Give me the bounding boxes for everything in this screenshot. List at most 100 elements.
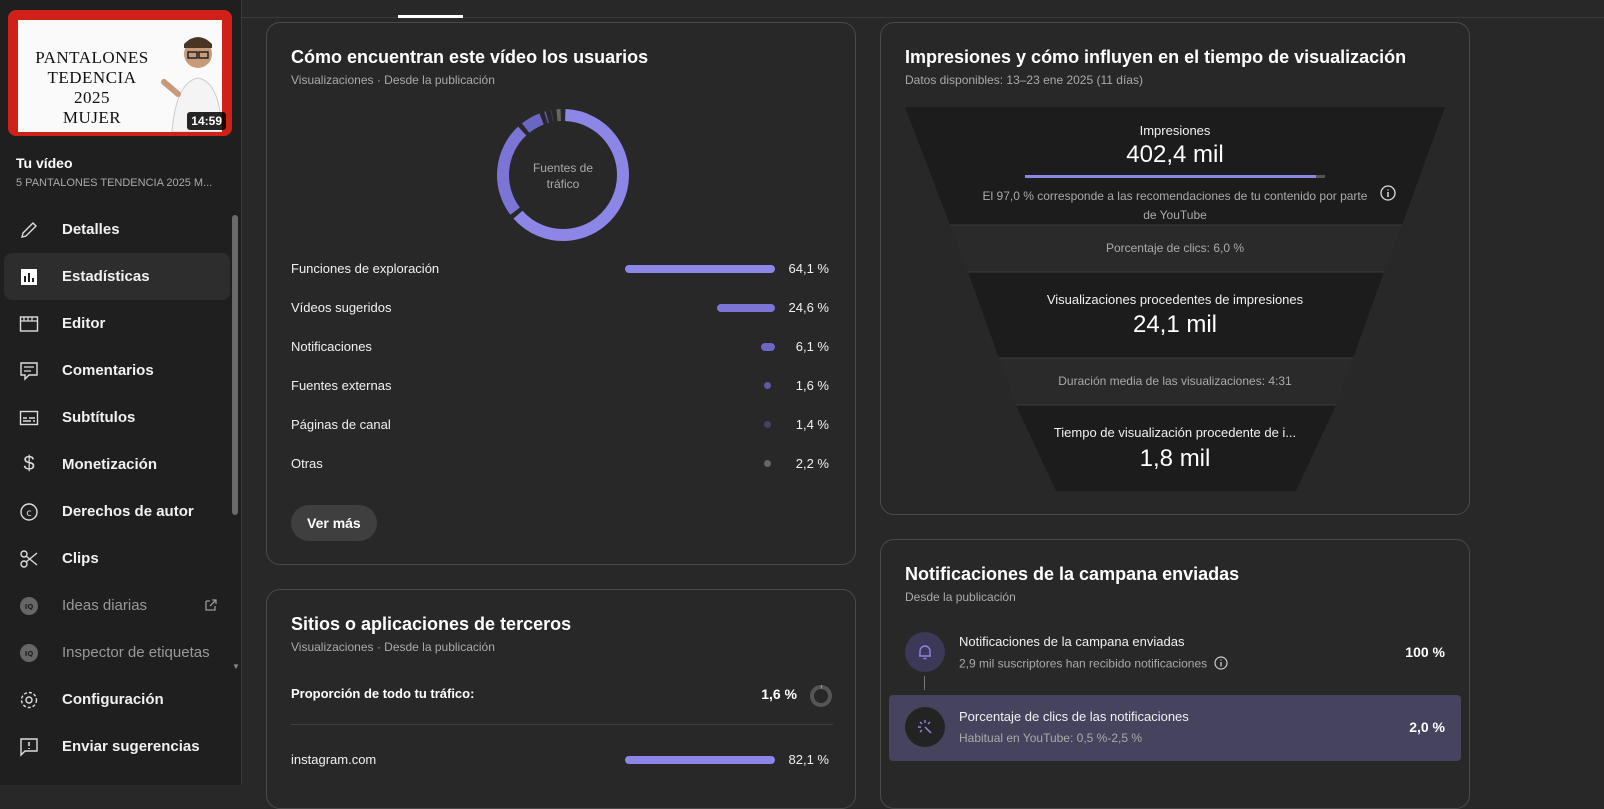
- sidebar-item-label: Derechos de autor: [62, 503, 194, 520]
- traffic-source-pct: 64,1 %: [781, 261, 829, 276]
- proportion-label: Proporción de todo tu tráfico:: [291, 686, 474, 701]
- sidebar-item-settings[interactable]: Configuración: [4, 676, 230, 723]
- svg-text:c: c: [26, 508, 32, 519]
- see-more-button[interactable]: Ver más: [291, 505, 377, 541]
- sidebar-item-monetization[interactable]: $ Monetización: [4, 441, 230, 488]
- feedback-icon: [18, 736, 40, 758]
- donut-center-label: Fuentes de tráfico: [521, 160, 605, 192]
- sidebar: PANTALONES TEDENCIA 2025 MUJER 14:59 Tu …: [0, 0, 242, 785]
- sidebar-item-feedback[interactable]: Enviar sugerencias: [4, 723, 230, 770]
- traffic-source-pct: 2,2 %: [781, 456, 829, 471]
- video-duration: 14:59: [187, 112, 226, 130]
- video-thumbnail[interactable]: PANTALONES TEDENCIA 2025 MUJER 14:59: [8, 10, 232, 136]
- your-video-label: Tu vídeo: [16, 155, 73, 171]
- traffic-source-row: Funciones de exploración 64,1 %: [291, 259, 829, 279]
- sidebar-item-label: Ideas diarias: [62, 597, 147, 614]
- sidebar-item-details[interactable]: Detalles: [4, 206, 230, 253]
- bell-notifications-card: Notificaciones de la campana enviadas De…: [880, 539, 1470, 809]
- donut-label-line: Fuentes de: [521, 160, 605, 176]
- comment-icon: [18, 360, 40, 382]
- notif-title: Notificaciones de la campana enviadas: [959, 634, 1184, 649]
- copyright-icon: c: [18, 501, 40, 523]
- scroll-down-icon[interactable]: ▼: [232, 662, 240, 671]
- info-icon[interactable]: [1214, 656, 1228, 673]
- pencil-icon: [18, 219, 40, 241]
- donut-slice: [526, 119, 542, 128]
- donut-label-line: tráfico: [521, 176, 605, 192]
- gear-icon: [18, 689, 40, 711]
- sidebar-item-comments[interactable]: Comentarios: [4, 347, 230, 394]
- dollar-icon: $: [18, 454, 40, 476]
- recommendation-line: de YouTube: [905, 206, 1445, 225]
- active-tab-indicator: [398, 15, 463, 18]
- notification-ctr-row: Porcentaje de clics de las notificacione…: [889, 695, 1461, 761]
- vidiq-icon: IQ: [18, 595, 40, 617]
- svg-text:IQ: IQ: [25, 603, 34, 611]
- traffic-source-row: Notificaciones 6,1 %: [291, 337, 829, 357]
- impressions-label: Impresiones: [905, 123, 1445, 138]
- sidebar-item-copyright[interactable]: c Derechos de autor: [4, 488, 230, 535]
- card-subtitle: Desde la publicación: [905, 590, 1016, 604]
- thumbnail-text: PANTALONES TEDENCIA 2025 MUJER: [32, 48, 152, 128]
- sidebar-item-label: Subtítulos: [62, 409, 135, 426]
- watch-time-label: Tiempo de visualización procedente de i.…: [905, 425, 1445, 440]
- watch-time-value: 1,8 mil: [905, 445, 1445, 473]
- thumbnail-text-line: PANTALONES: [32, 48, 152, 68]
- thumbnail-text-line: TEDENCIA 2025: [32, 68, 152, 108]
- traffic-source-row: Vídeos sugeridos 24,6 %: [291, 298, 829, 318]
- avg-duration-text: Duración media de las visualizaciones: 4…: [905, 374, 1445, 388]
- divider: [291, 724, 833, 725]
- proportion-ring-icon: [809, 684, 833, 708]
- card-subtitle: Visualizaciones · Desde la publicación: [291, 73, 495, 87]
- traffic-source-label: Otras: [291, 456, 323, 471]
- card-title: Cómo encuentran este vídeo los usuarios: [291, 47, 648, 68]
- sidebar-item-daily-ideas[interactable]: IQ Ideas diarias: [4, 582, 230, 629]
- notif-subtitle: Habitual en YouTube: 0,5 %-2,5 %: [959, 731, 1142, 745]
- traffic-source-label: Páginas de canal: [291, 417, 391, 432]
- traffic-source-bar: [625, 265, 775, 273]
- thumbnail-text-line: MUJER: [32, 108, 152, 128]
- sidebar-item-label: Comentarios: [62, 362, 154, 379]
- notif-subtitle-text: 2,9 mil suscriptores han recibido notifi…: [959, 657, 1207, 671]
- connector-line: [924, 676, 925, 690]
- film-editor-icon: [18, 313, 40, 335]
- sidebar-nav: Detalles Estadísticas Editor Comentarios…: [4, 206, 230, 770]
- info-icon[interactable]: [1380, 185, 1396, 206]
- scissors-icon: [18, 548, 40, 570]
- sidebar-item-label: Editor: [62, 315, 105, 332]
- card-title: Notificaciones de la campana enviadas: [905, 564, 1239, 585]
- third-party-sites-card: Sitios o aplicaciones de terceros Visual…: [266, 589, 856, 809]
- card-title: Impresiones y cómo influyen en el tiempo…: [905, 47, 1406, 68]
- site-row: instagram.com 82,1 %: [291, 750, 829, 770]
- notif-pct: 100 %: [1405, 644, 1445, 660]
- traffic-source-dot: [764, 382, 771, 389]
- views-label: Visualizaciones procedentes de impresion…: [905, 292, 1445, 307]
- impressions-value: 402,4 mil: [905, 141, 1445, 169]
- traffic-source-label: Notificaciones: [291, 339, 372, 354]
- site-pct: 82,1 %: [781, 752, 829, 767]
- traffic-sources-card: Cómo encuentran este vídeo los usuarios …: [266, 22, 856, 565]
- sidebar-item-clips[interactable]: Clips: [4, 535, 230, 582]
- traffic-source-label: Vídeos sugeridos: [291, 300, 391, 315]
- subtitles-icon: [18, 407, 40, 429]
- traffic-source-pct: 6,1 %: [781, 339, 829, 354]
- sidebar-item-editor[interactable]: Editor: [4, 300, 230, 347]
- impressions-bar-track: [1025, 175, 1325, 178]
- sidebar-item-label: Clips: [62, 550, 99, 567]
- click-icon: [905, 707, 945, 747]
- traffic-source-pct: 1,4 %: [781, 417, 829, 432]
- impressions-funnel: Impresiones 402,4 mil El 97,0 % correspo…: [905, 107, 1445, 493]
- bell-icon: [905, 632, 945, 672]
- external-link-icon: [204, 598, 218, 617]
- recommendation-line: El 97,0 % corresponde a las recomendacio…: [905, 187, 1445, 206]
- sidebar-item-label: Detalles: [62, 221, 120, 238]
- sidebar-scrollbar[interactable]: [232, 215, 238, 515]
- impressions-funnel-card: Impresiones y cómo influyen en el tiempo…: [880, 22, 1470, 515]
- card-subtitle: Datos disponibles: 13–23 ene 2025 (11 dí…: [905, 73, 1143, 87]
- notif-title: Porcentaje de clics de las notificacione…: [959, 709, 1189, 724]
- sidebar-item-subtitles[interactable]: Subtítulos: [4, 394, 230, 441]
- traffic-source-pct: 24,6 %: [781, 300, 829, 315]
- sidebar-item-tag-inspector[interactable]: IQ Inspector de etiquetas: [4, 629, 230, 676]
- sidebar-item-analytics[interactable]: Estadísticas: [4, 253, 230, 300]
- traffic-source-label: Funciones de exploración: [291, 261, 439, 276]
